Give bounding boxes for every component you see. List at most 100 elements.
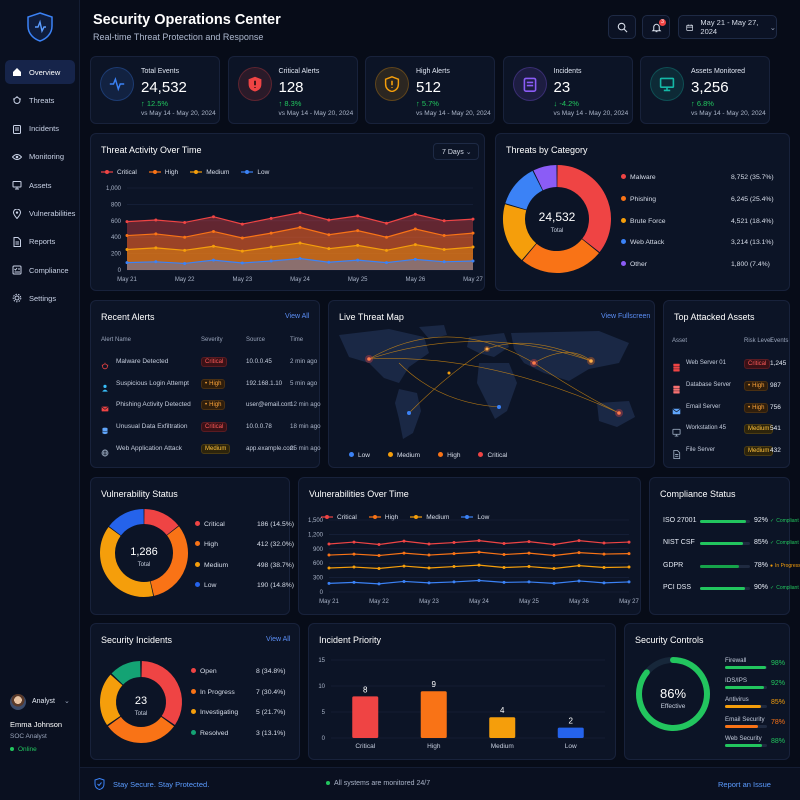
alert-icon (101, 379, 109, 397)
monitor-icon (659, 77, 675, 92)
stat-label: Total Events (141, 68, 180, 75)
table-header: Severity (201, 337, 223, 343)
legend-row: Web Attack 3,214 (13.1%) (621, 239, 791, 246)
sidebar-item-monitoring[interactable]: Monitoring (5, 145, 75, 169)
donut-slice-resolved (111, 661, 141, 685)
data-point-medium (442, 248, 446, 251)
alert-name: Phishing Activity Detected (116, 401, 191, 409)
table-row[interactable]: Database Server • High 987 (664, 380, 791, 394)
data-point-low (502, 580, 506, 584)
bar-value-label: 9 (432, 680, 437, 689)
x-tick-label: May 23 (232, 277, 252, 283)
sidebar-item-incidents[interactable]: Incidents (5, 117, 75, 141)
data-point-low (352, 580, 356, 584)
search-button[interactable] (608, 15, 636, 39)
threat-activity-chart: 0 200 400 600 800 1,000 May 21 May 22 May 23 May … (106, 186, 484, 283)
data-point-high (527, 551, 531, 555)
table-row[interactable]: Suspicious Login Attempt • High 192.168.1.1… (91, 378, 321, 392)
data-point-low (212, 258, 215, 262)
data-point-critical (502, 542, 506, 546)
table-row[interactable]: Email Server • High 756 (664, 402, 791, 416)
legend-item: Critical (101, 167, 137, 177)
asset-events: 1,245 (770, 360, 787, 367)
bar-value-label: 2 (569, 717, 574, 726)
data-point-low (327, 581, 331, 585)
severity-badge: Critical (201, 422, 228, 433)
top-attacked-assets-card: Top Attacked Assets Asset Risk Level Event… (663, 300, 790, 468)
compliance-pct: 78% (754, 561, 769, 569)
data-point-medium (477, 563, 481, 567)
donut-slice-malware (556, 165, 611, 253)
data-point-critical (602, 541, 606, 545)
view-all-incidents-link[interactable]: View All (266, 636, 291, 643)
data-point-medium (154, 246, 158, 250)
alert-name: Web Application Attack (116, 444, 183, 452)
table-row[interactable]: Phishing Activity Detected • High user@emai… (91, 399, 321, 413)
card-title: Top Attacked Assets (674, 312, 755, 322)
legend-row: Malware 8,752 (35.7%) (621, 174, 791, 181)
alert-time: 2 min ago (290, 358, 318, 365)
alert-name: Unusual Data Exfiltration (116, 423, 188, 431)
sidebar-item-overview[interactable]: Overview (5, 60, 75, 84)
donut-total: 24,532 (539, 210, 576, 224)
legend-dot (387, 452, 393, 457)
legend-row: Medium 498 (38.7%) (195, 561, 317, 569)
control-bar-fill (725, 744, 762, 747)
table-header: Asset (672, 338, 688, 344)
stat-icon-wrap (100, 67, 134, 101)
legend-marker (461, 515, 474, 519)
data-point-medium (502, 566, 506, 570)
y-tick-label: 1,200 (308, 532, 324, 538)
report-issue-link[interactable]: Report an Issue (718, 780, 771, 789)
compliance-status-badge: ✓ Compliant (770, 540, 799, 547)
legend-row: Other 1,800 (7.4%) (621, 261, 791, 268)
date-range-picker[interactable]: May 21 - May 27, 2024 ⌄ (678, 15, 777, 39)
data-point-medium (413, 243, 417, 247)
table-row[interactable]: Web Server 01 Critical 1,245 (664, 358, 791, 372)
legend-item: High (148, 167, 178, 177)
data-point-medium (385, 248, 388, 252)
y-tick-label: 600 (313, 561, 324, 567)
bug-icon (13, 96, 21, 105)
y-tick-label: 400 (111, 235, 122, 241)
data-point-high (427, 553, 431, 557)
view-all-alerts-link[interactable]: View All (285, 313, 310, 320)
y-tick-label: 15 (318, 658, 325, 664)
notifications-button[interactable]: 3 (642, 15, 670, 39)
legend-dot (191, 668, 196, 673)
stat-card-total-events: Total Events 24,532 ↑ 12.5% vs May 14 - May… (90, 56, 220, 124)
search-icon (617, 22, 627, 32)
check-icon: ✓ (770, 518, 775, 524)
sidebar-item-label: Settings (29, 293, 57, 303)
compliance-bar-track (700, 564, 750, 568)
donut-slice-investigating (100, 674, 123, 725)
sidebar-item-label: Vulnerabilities (29, 209, 76, 218)
table-row[interactable]: File Server Medium 432 (664, 445, 791, 460)
table-row[interactable]: Malware Detected Critical 10.0.0.45 2 min a… (91, 356, 321, 370)
control-bar-fill (725, 666, 767, 669)
time-range-select[interactable]: 7 Days ⌄ (433, 143, 479, 160)
control-pct: 88% (771, 738, 786, 745)
table-row[interactable]: Web Application Attack Medium app.example.… (91, 443, 321, 457)
table-row[interactable]: Unusual Data Exfiltration Critical 10.0.0.… (91, 421, 321, 435)
sidebar-item-reports[interactable]: Reports (5, 230, 75, 254)
alert-time: 25 min ago (290, 444, 321, 452)
sidebar-item-settings[interactable]: Settings (5, 286, 75, 310)
control-bar-fill (725, 685, 764, 689)
donut-total: 1,286 (130, 546, 158, 558)
legend-marker (368, 515, 381, 519)
gauge-fill (636, 657, 710, 731)
sidebar-item-vulnerabilities[interactable]: Vulnerabilities (5, 202, 75, 226)
chevron-down-icon[interactable]: ⌄ (64, 698, 70, 705)
stat-label: Critical Alerts (278, 68, 320, 75)
sidebar-item-assets[interactable]: Assets (5, 173, 75, 197)
data-point-critical (577, 539, 581, 543)
view-fullscreen-link[interactable]: View Fullscreen (601, 313, 651, 320)
table-row[interactable]: Workstation 45 Medium 541 (664, 423, 791, 437)
legend-dot (478, 452, 484, 457)
legend-dot (191, 729, 196, 735)
sidebar-item-compliance[interactable]: Compliance (5, 258, 75, 282)
card-title: Live Threat Map (339, 312, 404, 322)
sidebar-item-threats[interactable]: Threats (5, 88, 75, 112)
date-range-label: May 21 - May 27, 2024 (700, 18, 759, 36)
